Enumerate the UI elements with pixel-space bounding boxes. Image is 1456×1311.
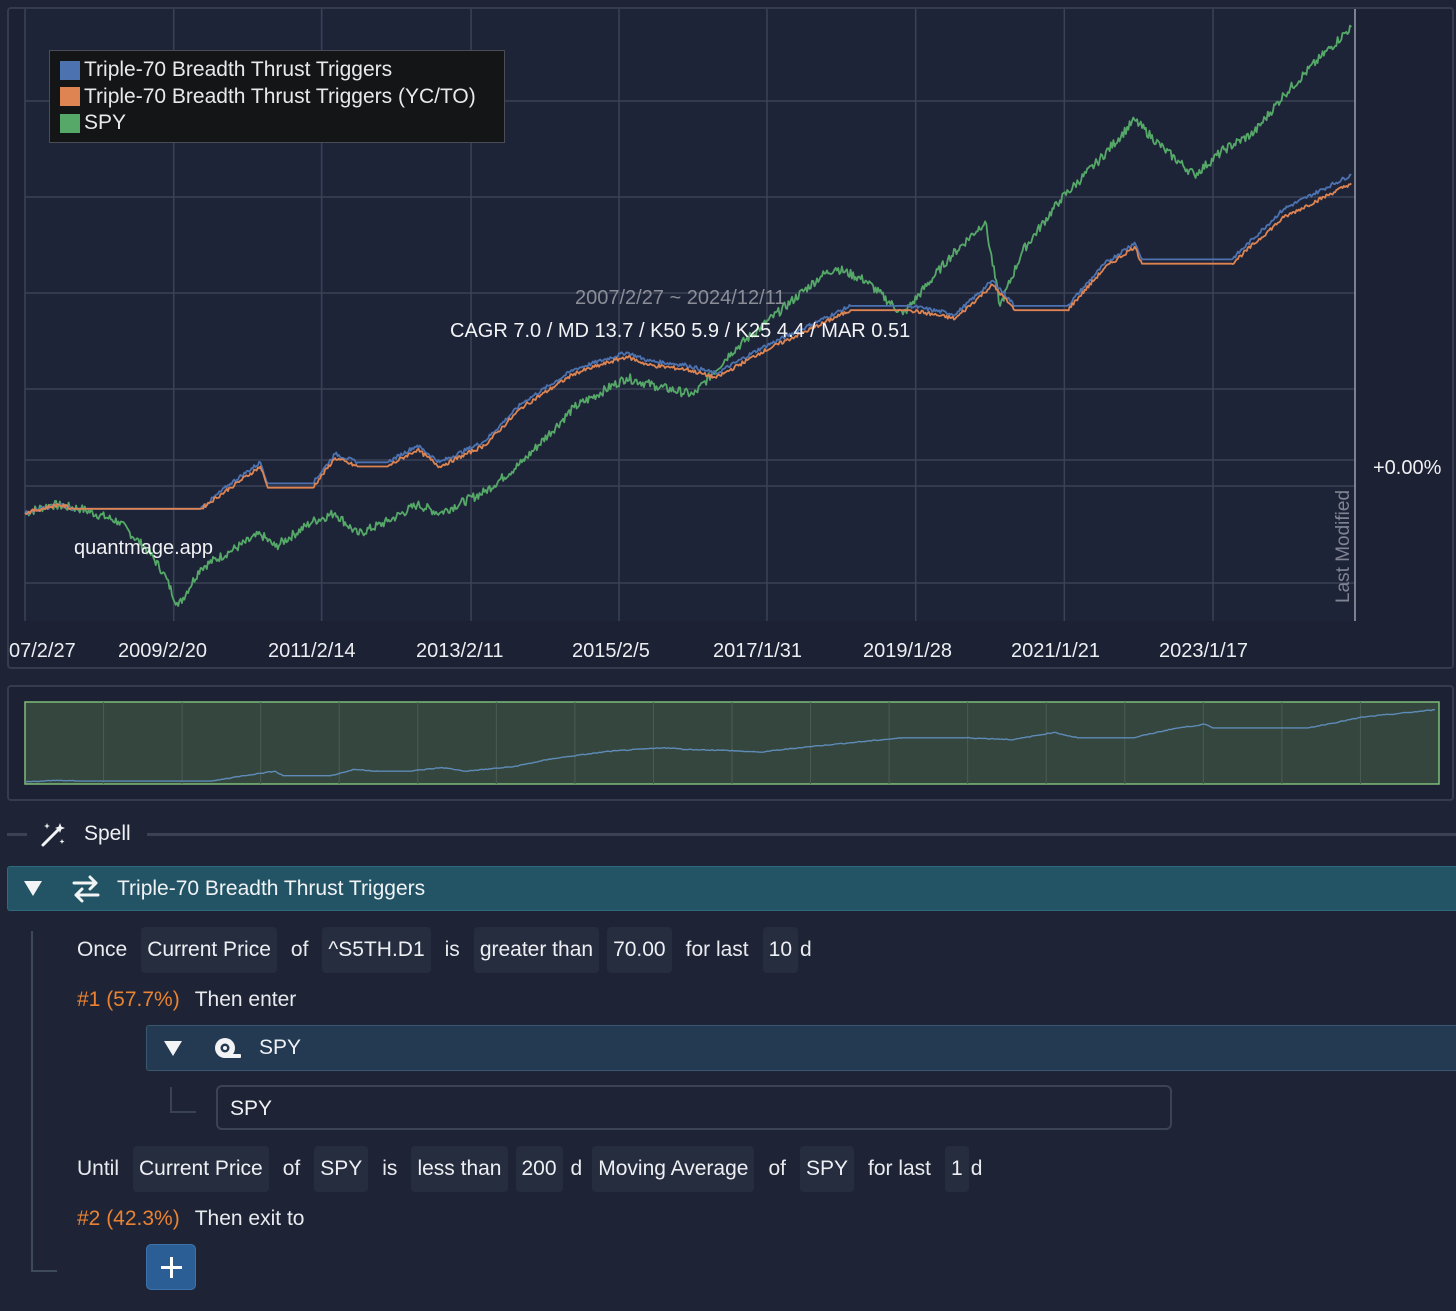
stats-text: CAGR 7.0 / MD 13.7 / K50 5.9 / K25 4.4 /… <box>450 320 911 342</box>
threshold-input[interactable]: 70.00 <box>607 927 672 973</box>
divider-line <box>7 833 27 836</box>
range-navigator[interactable] <box>9 687 1452 799</box>
of-text: of <box>290 938 309 961</box>
x-tick-label: 2021/1/21 <box>1011 640 1100 662</box>
comparator-selector[interactable]: greater than <box>473 927 600 973</box>
range-navigator-panel <box>7 685 1454 801</box>
until-condition-row: Until Current Price of SPY is less than … <box>67 1146 982 1192</box>
days-input[interactable]: 1 <box>945 1146 969 1192</box>
tree-connector <box>31 931 33 1271</box>
x-tick-label: 2019/1/28 <box>863 640 952 662</box>
once-keyword: Once <box>77 938 128 961</box>
period-unit: d <box>570 1157 583 1180</box>
collapse-triangle-icon[interactable] <box>164 1041 182 1056</box>
ticker-selector[interactable]: ^S5TH.D1 <box>322 927 431 973</box>
spell-title: Spell <box>84 822 131 845</box>
watermark-text: quantmage.app <box>74 537 214 559</box>
x-tick-label: 2013/2/11 <box>416 640 504 662</box>
until-keyword: Until <box>77 1157 120 1180</box>
legend-swatch-strategy-ycto <box>60 87 80 107</box>
ticker-selector[interactable]: SPY <box>314 1146 369 1192</box>
x-tick-label: 2015/2/5 <box>572 640 650 662</box>
divider-line <box>147 833 1456 836</box>
branch-2-row: #2 (42.3%) Then exit to <box>77 1196 304 1242</box>
ticker-input[interactable]: SPY <box>216 1085 1172 1130</box>
period-input[interactable]: 200 <box>515 1146 563 1192</box>
legend-label-spy: SPY <box>84 111 127 135</box>
x-tick-label: 07/2/27 <box>9 640 76 662</box>
for-last-text: for last <box>685 938 749 961</box>
once-condition-row: Once Current Price of ^S5TH.D1 is greate… <box>67 927 812 973</box>
metric-selector[interactable]: Current Price <box>141 927 277 973</box>
for-last-text: for last <box>868 1157 932 1180</box>
date-range-text: 2007/2/27 ~ 2024/12/11 <box>575 287 786 309</box>
tree-connector <box>31 1270 57 1272</box>
ticker-selector[interactable]: SPY <box>799 1146 854 1192</box>
x-tick-label: 2017/1/31 <box>713 640 802 662</box>
ticker-block-header[interactable]: SPY <box>146 1025 1456 1071</box>
x-tick-label: 2011/2/14 <box>268 640 356 662</box>
days-unit: d <box>970 1157 983 1180</box>
legend-label-strategy-ycto: Triple-70 Breadth Thrust Triggers (YC/TO… <box>84 84 476 108</box>
series-line-2 <box>24 24 1352 607</box>
tree-connector <box>170 1087 196 1113</box>
collapse-triangle-icon[interactable] <box>24 881 42 896</box>
branch-2-label[interactable]: #2 (42.3%) <box>77 1207 180 1230</box>
chart-legend: Triple-70 Breadth Thrust Triggers Triple… <box>49 50 505 143</box>
comparator-selector[interactable]: less than <box>411 1146 508 1192</box>
series-line-0 <box>24 173 1352 515</box>
group-title: Triple-70 Breadth Thrust Triggers <box>117 877 426 900</box>
days-input[interactable]: 10 <box>762 927 799 973</box>
x-tick-label: 2023/1/17 <box>1159 640 1248 662</box>
then-exit-text: Then exit to <box>194 1207 305 1230</box>
swap-arrows-icon <box>72 875 100 903</box>
last-modified-label: Last Modified <box>1333 489 1354 603</box>
of-text: of <box>282 1157 301 1180</box>
group-header[interactable]: Triple-70 Breadth Thrust Triggers <box>7 866 1456 911</box>
x-tick-label: 2009/2/20 <box>118 640 207 662</box>
branch-1-label[interactable]: #1 (57.7%) <box>77 988 180 1011</box>
legend-item-strategy-ycto[interactable]: Triple-70 Breadth Thrust Triggers (YC/TO… <box>60 84 504 111</box>
ticker-block-title: SPY <box>259 1036 302 1059</box>
legend-item-strategy[interactable]: Triple-70 Breadth Thrust Triggers <box>60 57 504 84</box>
legend-item-spy[interactable]: SPY <box>60 110 504 137</box>
legend-label-strategy: Triple-70 Breadth Thrust Triggers <box>84 58 393 82</box>
is-text: is <box>382 1157 398 1180</box>
days-unit: d <box>800 938 812 961</box>
then-enter-text: Then enter <box>194 988 297 1011</box>
is-text: is <box>444 938 460 961</box>
metric-selector[interactable]: Current Price <box>133 1146 269 1192</box>
navigator-series-line <box>24 708 1436 783</box>
indicator-selector[interactable]: Moving Average <box>592 1146 755 1192</box>
performance-chart-panel: Triple-70 Breadth Thrust Triggers Triple… <box>7 7 1454 669</box>
branch-1-row: #1 (57.7%) Then enter <box>77 977 296 1023</box>
of-text: of <box>768 1157 786 1180</box>
legend-swatch-strategy <box>60 60 80 80</box>
magic-wand-icon <box>41 823 65 847</box>
series-line-1 <box>24 182 1352 515</box>
add-branch-button[interactable] <box>146 1244 196 1290</box>
legend-swatch-spy <box>60 113 80 133</box>
percent-axis-label: +0.00% <box>1373 457 1442 479</box>
ticker-icon <box>215 1038 241 1058</box>
spell-section-header: Spell <box>7 815 1456 855</box>
